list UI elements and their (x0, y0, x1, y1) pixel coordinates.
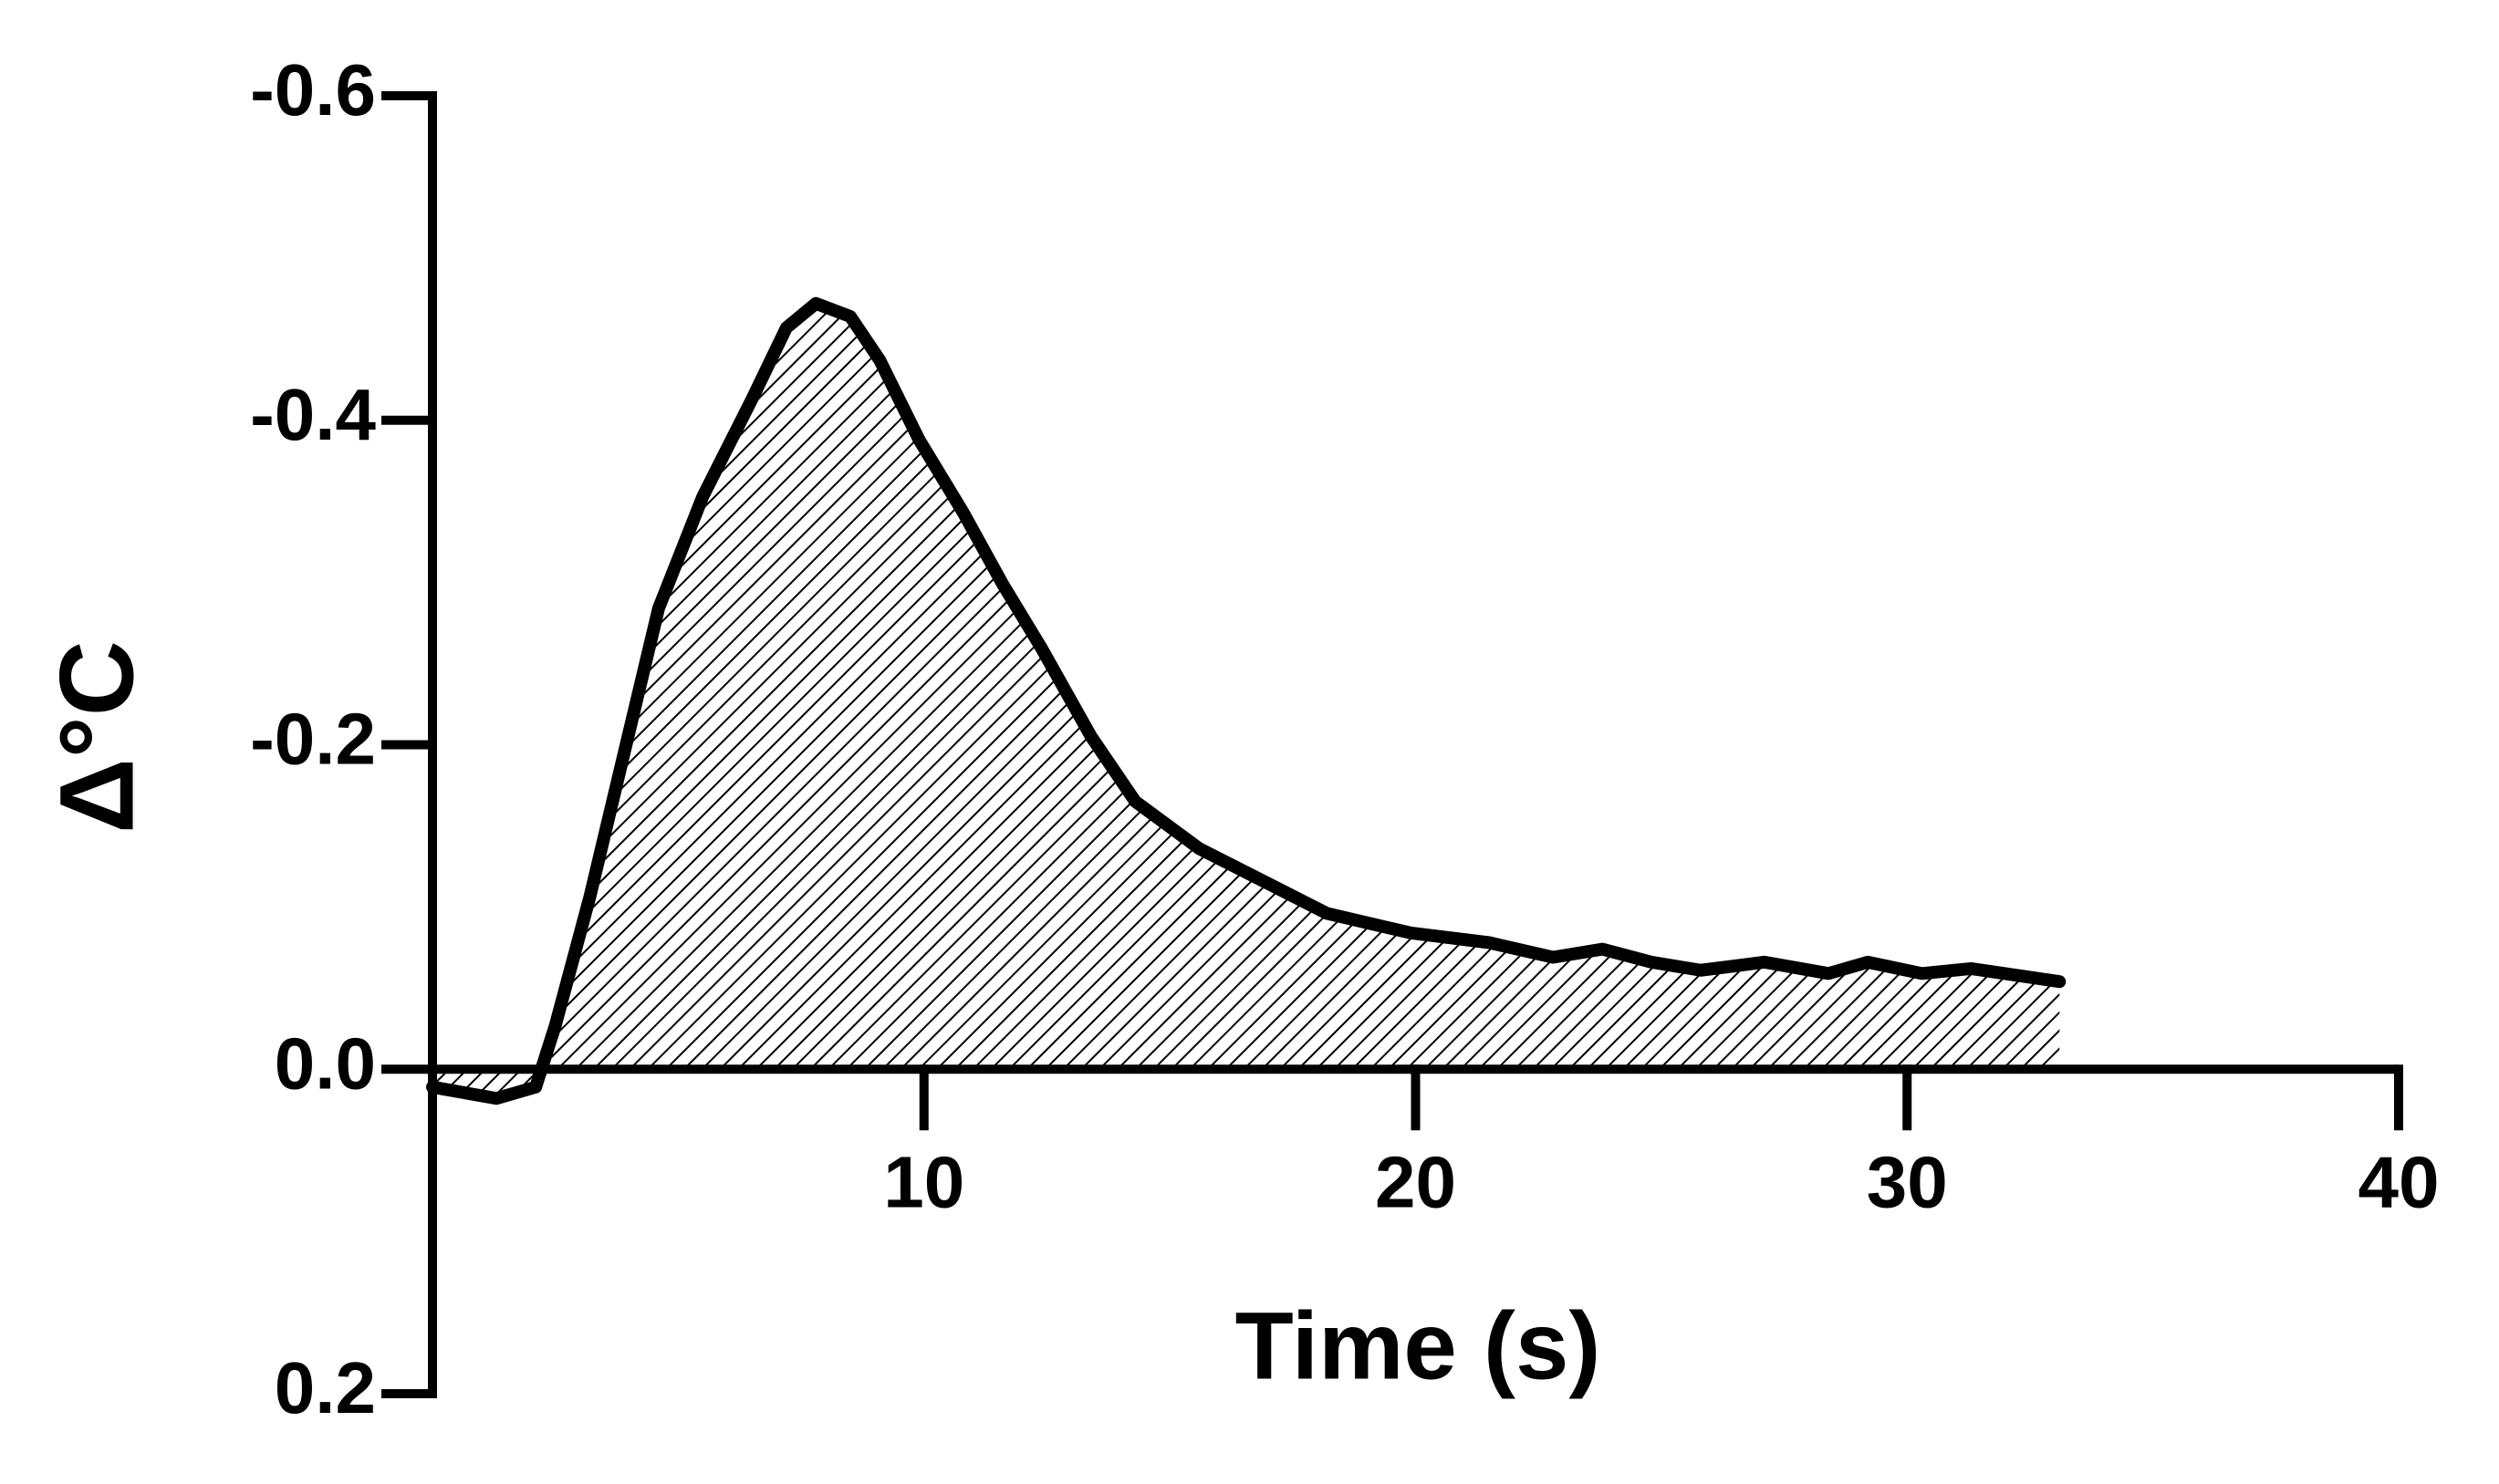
y-tick-label: -0.2 (250, 699, 376, 780)
y-tick-label: 0.0 (275, 1022, 376, 1104)
line (426, 296, 2067, 1105)
x-axis-label: Time (s) (1235, 1293, 1601, 1400)
y-tick-label: -0.6 (250, 49, 376, 130)
y-axis-label: Δ°C (38, 640, 155, 834)
area-fill (432, 303, 2060, 1099)
y-tick-label: -0.4 (250, 374, 376, 455)
x-tick-label: 10 (883, 1141, 964, 1222)
x-tick-label: 30 (1867, 1141, 1948, 1222)
y-tick-label: 0.2 (275, 1347, 376, 1428)
x-tick-label: 20 (1375, 1141, 1456, 1222)
x-tick-label: 40 (2358, 1141, 2440, 1222)
